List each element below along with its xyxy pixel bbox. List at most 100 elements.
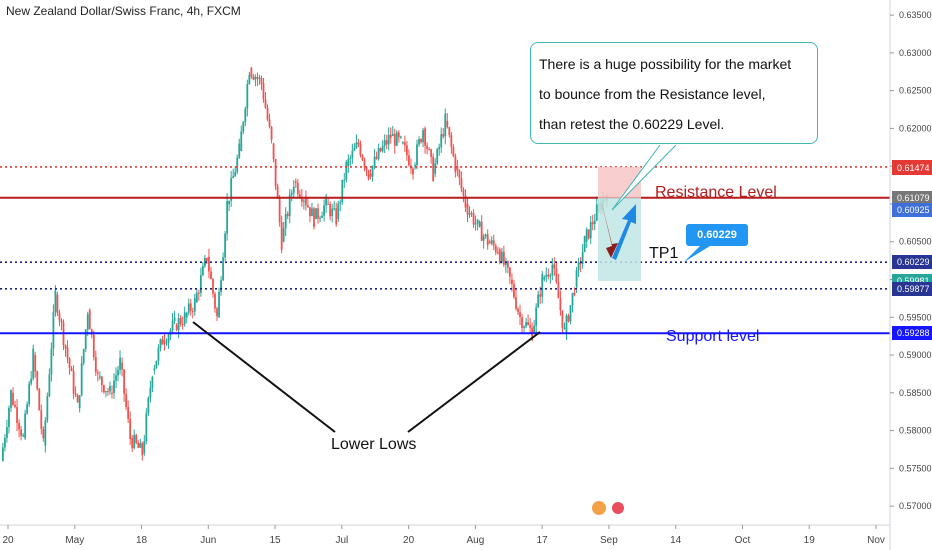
candle-body — [389, 134, 392, 138]
candle-body — [143, 441, 146, 454]
candle-body — [224, 233, 226, 258]
y-tick-label: 0.58500 — [899, 388, 932, 398]
x-tick-label: Jun — [200, 535, 216, 546]
candle-body — [276, 186, 279, 199]
candle-body — [113, 380, 115, 394]
candle-body — [412, 168, 414, 175]
candle-body — [222, 257, 224, 281]
tp1-label: TP1 — [649, 245, 679, 262]
candle-body — [32, 348, 35, 379]
candle-body — [197, 292, 200, 294]
candle-body — [406, 145, 408, 156]
x-tick-label: 19 — [804, 535, 816, 546]
candle-body — [452, 146, 455, 156]
candle-body — [573, 292, 576, 295]
candle-body — [109, 386, 111, 392]
candle-body — [472, 213, 475, 225]
candle-body — [438, 147, 441, 150]
y-tick-label: 0.57500 — [899, 463, 932, 473]
candle-body — [52, 312, 55, 349]
candle-body — [351, 150, 354, 158]
lower-lows-line-left — [192, 321, 336, 433]
candle-body — [484, 234, 487, 237]
candle-body — [553, 264, 556, 269]
candle-body — [464, 195, 467, 208]
candle-body — [228, 200, 231, 204]
price-label: 0.59877 — [892, 281, 932, 296]
candle-body — [234, 171, 237, 177]
candle-body — [100, 376, 103, 386]
candle-body — [589, 222, 592, 239]
price-label: 0.59288 — [892, 326, 932, 341]
candle-body — [539, 294, 542, 297]
candle-body — [375, 156, 378, 159]
note-line-3: than retest the 0.60229 Level. — [539, 116, 725, 132]
x-tick-label: Aug — [466, 535, 484, 546]
candle-body — [40, 410, 43, 430]
candle-body — [206, 257, 208, 262]
candle-body — [500, 251, 503, 263]
candle-body — [68, 358, 71, 369]
candle-body — [397, 132, 400, 138]
candle-body — [426, 145, 428, 149]
candle-body — [535, 307, 538, 326]
candle-body — [313, 208, 315, 228]
candle-body — [80, 363, 83, 396]
candle-body — [478, 221, 481, 227]
candle-body — [399, 136, 402, 138]
candle-body — [30, 378, 33, 384]
candle-body — [98, 376, 101, 378]
candle-body — [199, 275, 202, 294]
candle-body — [549, 275, 552, 277]
candle-body — [323, 205, 325, 216]
candle-body — [349, 157, 352, 160]
candle-body — [511, 279, 513, 285]
event-icon — [592, 501, 606, 515]
candle-body — [395, 132, 398, 146]
candle-body — [373, 156, 376, 167]
candle-body — [420, 139, 422, 143]
candle-body — [547, 274, 550, 277]
candle-body — [450, 134, 453, 147]
candle-body — [242, 122, 245, 132]
candle-body — [70, 368, 73, 372]
candle-body — [280, 222, 283, 250]
candle-body — [490, 240, 493, 244]
candle-body — [595, 204, 598, 221]
candle-body — [418, 139, 420, 145]
candle-body — [6, 427, 8, 438]
candle-body — [581, 252, 584, 264]
x-tick-label: Jul — [335, 535, 348, 546]
candle-body — [175, 324, 178, 331]
y-tick-label: 0.63500 — [899, 10, 932, 20]
candle-body — [42, 429, 45, 439]
candle-body — [147, 397, 150, 414]
candle-body — [90, 329, 93, 335]
candle-body — [430, 149, 433, 157]
y-tick-label: 0.59500 — [899, 312, 932, 322]
candle-body — [135, 435, 138, 443]
chart-title: New Zealand Dollar/Swiss Franc, 4h, FXCM — [6, 4, 241, 18]
candle-body — [54, 290, 57, 313]
candle-body — [329, 204, 332, 217]
candle-body — [248, 74, 251, 85]
candle-body — [311, 208, 313, 217]
candle-body — [86, 314, 89, 330]
candle-body — [565, 315, 568, 333]
candle-body — [428, 148, 431, 150]
candle-body — [149, 388, 152, 398]
candle-body — [333, 208, 336, 210]
candle-body — [44, 420, 47, 446]
x-tick-label: 14 — [670, 535, 682, 546]
candle-body — [456, 166, 459, 171]
candle-body — [385, 140, 388, 145]
candle-body — [383, 140, 386, 146]
candle-body — [24, 413, 27, 439]
candle-body — [173, 317, 176, 321]
candle-body — [48, 374, 51, 397]
candle-body — [272, 143, 275, 159]
candle-body — [14, 404, 16, 407]
candle-body — [92, 334, 95, 358]
candle-body — [377, 148, 380, 159]
